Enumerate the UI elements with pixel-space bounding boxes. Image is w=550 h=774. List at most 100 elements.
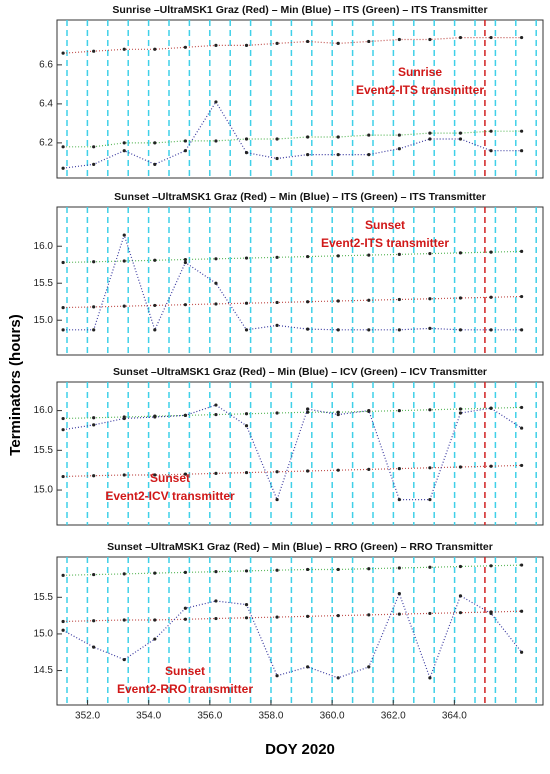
data-point — [458, 137, 463, 141]
data-point — [214, 616, 218, 621]
data-point — [214, 570, 218, 574]
data-point — [153, 141, 157, 145]
data-point — [153, 473, 157, 477]
panel-title: Sunset –UltraMSK1 Graz (Red) – Min (Blue… — [113, 366, 487, 378]
data-point — [336, 152, 340, 157]
series-line — [63, 37, 522, 54]
x-tick-label: 358.0 — [258, 711, 283, 722]
data-point — [397, 409, 401, 413]
data-point — [489, 129, 493, 133]
data-point — [122, 304, 126, 308]
data-point — [336, 299, 340, 303]
data-point — [397, 37, 401, 42]
data-point — [122, 572, 126, 576]
data-point — [244, 412, 249, 416]
data-point — [306, 469, 310, 473]
data-point — [275, 615, 279, 619]
y-tick-label: 15.0 — [34, 485, 54, 496]
data-point — [122, 47, 126, 51]
data-point — [275, 411, 279, 415]
data-point — [520, 426, 524, 430]
data-point — [244, 470, 249, 475]
data-point — [520, 328, 524, 332]
data-point — [306, 665, 310, 669]
data-point — [122, 149, 126, 153]
data-point — [367, 665, 371, 669]
data-point — [153, 328, 157, 332]
data-point — [336, 676, 340, 680]
data-point — [306, 410, 310, 414]
data-point — [153, 415, 157, 419]
data-point — [122, 233, 126, 237]
data-point — [61, 474, 65, 479]
data-point — [336, 41, 340, 46]
data-point — [244, 603, 249, 607]
data-point — [122, 473, 126, 477]
y-tick-label: 6.2 — [39, 138, 53, 149]
data-point — [367, 409, 371, 413]
data-point — [122, 141, 126, 145]
y-tick-label: 15.0 — [34, 629, 54, 640]
data-point — [306, 300, 310, 304]
data-point — [92, 162, 96, 166]
data-point — [275, 674, 279, 678]
data-point — [458, 611, 463, 615]
annotation: Event2-ITS transmitter — [321, 236, 449, 250]
annotation: Sunset — [165, 664, 205, 678]
data-point — [61, 328, 65, 332]
x-tick-label: 354.0 — [136, 711, 161, 722]
data-point — [367, 152, 371, 157]
data-point — [92, 260, 96, 264]
data-point — [458, 35, 463, 40]
data-point — [520, 650, 524, 654]
series-line — [63, 406, 522, 420]
data-point — [489, 250, 493, 254]
data-point — [122, 259, 126, 263]
data-point — [306, 254, 310, 259]
data-point — [367, 567, 371, 571]
annotation: Event2-RRO transmitter — [117, 682, 253, 696]
data-point — [397, 297, 401, 302]
data-point — [306, 152, 310, 157]
data-point — [183, 472, 187, 476]
annotation: Sunset — [150, 471, 190, 485]
data-point — [122, 416, 126, 421]
data-point — [367, 253, 371, 257]
annotation: Event2-ICV transmitter — [105, 489, 235, 503]
data-point — [306, 407, 310, 411]
data-point — [336, 410, 340, 414]
data-point — [489, 149, 493, 153]
data-point — [92, 145, 96, 149]
data-point — [153, 162, 157, 166]
series-line — [63, 404, 522, 502]
x-tick-label: 364.0 — [442, 711, 467, 722]
data-point — [92, 328, 96, 332]
series-line — [63, 464, 522, 478]
data-point — [397, 466, 401, 471]
data-point — [458, 465, 463, 469]
data-point — [183, 413, 187, 417]
y-tick-label: 15.5 — [34, 445, 54, 456]
panel-title: Sunrise –UltraMSK1 Graz (Red) – Min (Blu… — [112, 4, 487, 16]
data-point — [214, 100, 218, 104]
series-line — [63, 295, 522, 309]
x-tick-label: 352.0 — [75, 711, 100, 722]
data-point — [183, 260, 187, 265]
data-point — [153, 47, 157, 51]
data-point — [244, 328, 249, 332]
data-point — [244, 151, 249, 155]
series-line — [63, 564, 522, 576]
data-point — [336, 614, 340, 618]
data-point — [61, 306, 65, 310]
data-point — [367, 39, 371, 44]
data-point — [183, 617, 187, 621]
data-point — [92, 572, 96, 577]
data-point — [275, 300, 279, 305]
data-point — [61, 573, 65, 577]
plot-frame — [56, 556, 544, 706]
data-point — [520, 294, 524, 299]
y-tick-label: 6.6 — [39, 60, 53, 71]
data-point — [367, 467, 371, 471]
data-point — [122, 657, 126, 662]
data-point — [275, 156, 279, 161]
